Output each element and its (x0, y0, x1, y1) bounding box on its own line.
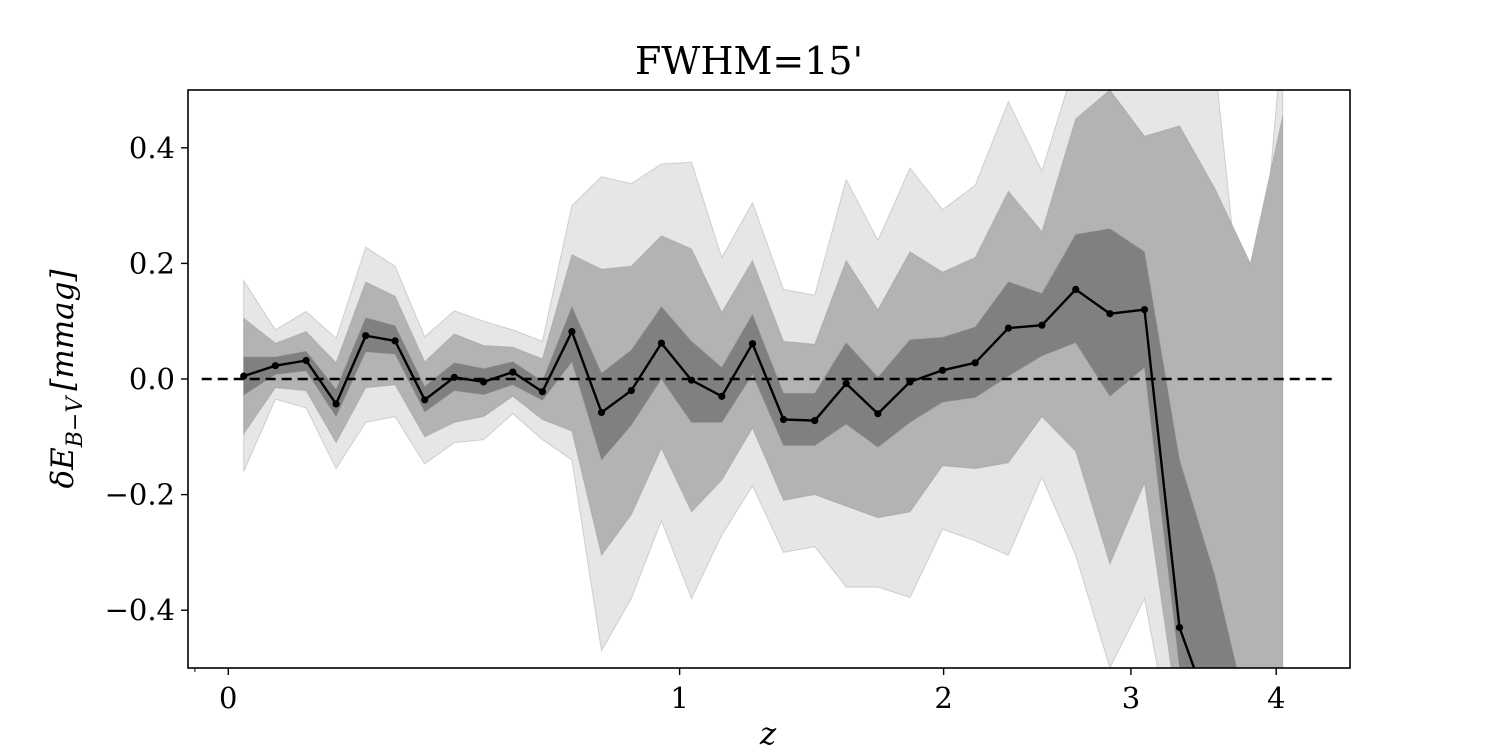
median-point (906, 378, 914, 386)
y-tick-label: 0.4 (129, 131, 175, 165)
median-point (1140, 306, 1149, 314)
median-point (718, 392, 726, 400)
median-point (332, 400, 340, 408)
median-point (748, 340, 757, 348)
median-point (421, 396, 429, 404)
median-point (1072, 285, 1080, 293)
median-point (302, 356, 310, 365)
y-tick-label: −0.4 (105, 593, 175, 627)
median-point (779, 415, 788, 424)
median-point (627, 387, 635, 395)
median-point (657, 339, 666, 347)
median-point (811, 417, 819, 425)
median-point (1175, 623, 1184, 632)
y-axis-ticks: −0.4 −0.2 0.0 0.2 0.4 (105, 131, 188, 627)
median-line-layer (240, 285, 1218, 729)
median-point (687, 376, 696, 384)
median-point (1004, 324, 1013, 332)
median-point (538, 388, 547, 396)
y-tick-label: 0.2 (129, 246, 175, 280)
y-axis-label-unit: [mmag] (45, 269, 81, 391)
median-point (1211, 722, 1218, 729)
x-axis-ticks: 0 1 2 3 4 (194, 668, 1285, 715)
y-axis-label-main: δE (45, 447, 81, 489)
median-line (243, 287, 1196, 668)
median-point (842, 380, 850, 388)
median-point (1106, 310, 1114, 318)
median-point (971, 359, 979, 367)
x-axis-label: z (759, 716, 777, 750)
median-point (271, 362, 279, 370)
median-point (391, 337, 399, 345)
y-tick-label: 0.0 (129, 362, 175, 396)
median-point (938, 366, 947, 374)
chart-title: FWHM=15' (635, 39, 863, 83)
median-point (480, 378, 488, 386)
x-tick-label: 0 (219, 681, 237, 715)
median-point (874, 410, 882, 418)
confidence-bands (243, 90, 1284, 668)
y-axis-label: δEB−V [mmag] (45, 269, 88, 489)
x-tick-label: 3 (1122, 681, 1140, 715)
median-point (362, 332, 370, 340)
x-tick-label: 1 (670, 681, 688, 715)
x-tick-label: 4 (1267, 681, 1285, 715)
y-axis-label-subscript: B−V (63, 395, 88, 449)
median-point (240, 372, 248, 380)
median-point (568, 328, 576, 336)
median-point (597, 408, 606, 417)
median-point (450, 373, 458, 381)
median-point (1038, 321, 1046, 329)
median-point (509, 368, 517, 376)
band-1sigma (243, 228, 1284, 668)
y-tick-label: −0.2 (105, 478, 175, 512)
x-tick-label: 2 (934, 681, 952, 715)
